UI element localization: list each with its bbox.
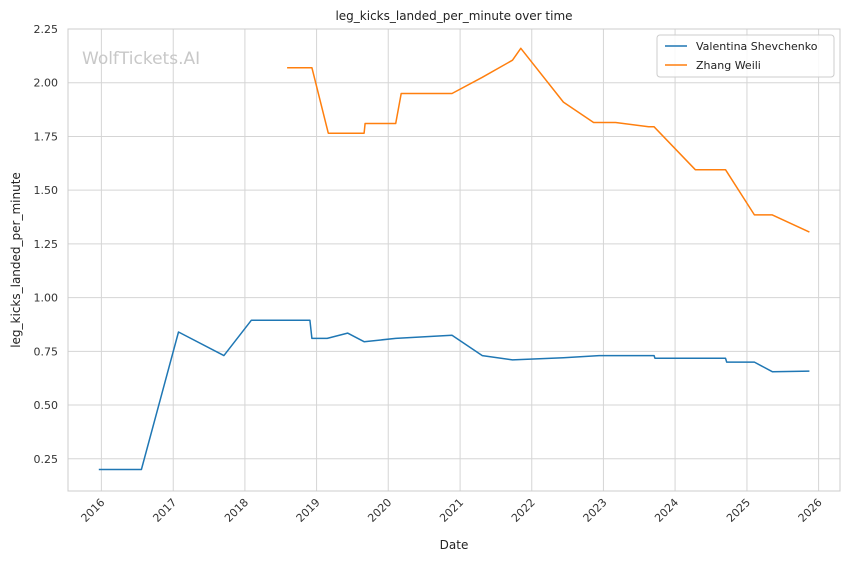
x-tick-label: 2023 [581, 496, 610, 525]
y-tick-label: 0.25 [34, 453, 59, 466]
series-line-1 [287, 47, 810, 233]
x-tick-labels: 2016 2017 2018 2019 2020 2021 2022 2023 2024 2025… [79, 496, 825, 525]
y-tick-label: 2.00 [34, 77, 59, 90]
y-axis-title: leg_kicks_landed_per_minute [9, 172, 23, 348]
y-tick-label: 2.25 [34, 23, 59, 36]
y-tick-labels: 0.25 0.50 0.75 1.00 1.25 1.50 1.75 2.00 2.25 [34, 23, 59, 466]
x-tick-label: 2016 [79, 496, 108, 525]
x-tick-label: 2017 [150, 496, 179, 525]
x-tick-label: 2020 [365, 496, 394, 525]
legend-label: Valentina Shevchenko [696, 40, 818, 53]
series-lines [98, 47, 810, 471]
y-tick-label: 0.50 [34, 399, 59, 412]
y-tick-label: 1.75 [34, 130, 59, 143]
x-tick-label: 2018 [222, 496, 251, 525]
x-axis-title: Date [440, 538, 469, 552]
series-line-0 [98, 319, 810, 471]
plot-frame [67, 28, 841, 492]
grid-lines [68, 28, 840, 491]
legend: Valentina Shevchenko Zhang Weili [656, 34, 835, 78]
x-tick-label: 2025 [724, 496, 753, 525]
y-tick-label: 1.50 [34, 184, 59, 197]
x-tick-label: 2024 [652, 496, 681, 525]
legend-label: Zhang Weili [696, 59, 761, 72]
legend-box [656, 34, 835, 78]
y-tick-label: 1.25 [34, 238, 59, 251]
y-tick-label: 0.75 [34, 345, 59, 358]
x-tick-label: 2026 [796, 496, 825, 525]
chart-title: leg_kicks_landed_per_minute over time [335, 9, 572, 23]
x-tick-label: 2021 [437, 496, 466, 525]
x-tick-label: 2022 [509, 496, 538, 525]
x-tick-label: 2019 [294, 496, 323, 525]
y-tick-label: 1.00 [34, 292, 59, 305]
watermark: WolfTickets.AI [82, 49, 200, 69]
